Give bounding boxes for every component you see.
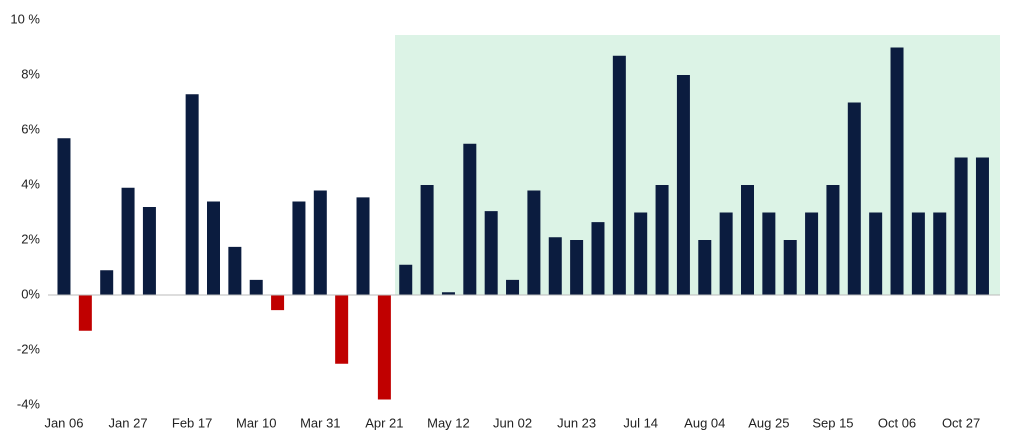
bar	[612, 55, 626, 295]
y-tick-label: -4%	[17, 396, 41, 411]
bar	[185, 94, 199, 295]
x-tick-label: Jun 02	[493, 415, 532, 430]
bar	[591, 222, 605, 295]
x-tick-label: Jun 23	[557, 415, 596, 430]
bar	[249, 279, 263, 295]
bar	[655, 185, 669, 295]
bar	[847, 102, 861, 295]
y-tick-label: 6%	[21, 121, 40, 136]
bar	[805, 212, 819, 295]
y-tick-label: 10 %	[10, 11, 40, 26]
bar	[741, 185, 754, 295]
x-tick-label: Oct 06	[878, 415, 916, 430]
y-tick-label: 8%	[21, 66, 40, 81]
bar	[570, 240, 584, 295]
bar	[441, 292, 455, 295]
bar	[762, 212, 776, 295]
bar	[463, 143, 477, 295]
x-tick-label: May 12	[427, 415, 470, 430]
bar	[142, 207, 156, 295]
x-tick-label: Jan 06	[44, 415, 83, 430]
x-tick-label: Feb 17	[172, 415, 212, 430]
bar	[676, 75, 690, 295]
bar	[207, 201, 220, 295]
bar	[954, 157, 968, 295]
bar	[869, 212, 883, 295]
x-tick-label: Mar 10	[236, 415, 276, 430]
bar	[100, 270, 114, 295]
bar	[698, 240, 712, 295]
bar	[228, 246, 242, 295]
bar	[420, 185, 434, 295]
bar	[975, 157, 989, 295]
x-tick-label: Aug 25	[748, 415, 789, 430]
bar	[292, 201, 306, 295]
y-tick-label: 2%	[21, 231, 40, 246]
bar	[527, 190, 541, 295]
bar	[783, 240, 797, 295]
bar	[933, 212, 947, 295]
bar	[890, 47, 904, 295]
x-tick-label: Jul 14	[623, 415, 658, 430]
bar	[911, 212, 925, 295]
bar	[399, 264, 413, 295]
y-tick-label: 4%	[21, 176, 40, 191]
bar	[57, 138, 71, 295]
x-tick-label: Jan 27	[109, 415, 148, 430]
bar	[548, 237, 562, 295]
bar	[356, 197, 370, 295]
bar	[78, 295, 92, 331]
bar	[377, 295, 391, 400]
y-tick-label: 0%	[21, 286, 40, 301]
bar	[335, 295, 349, 364]
bar	[506, 279, 520, 295]
bar	[826, 185, 840, 295]
y-tick-label: -2%	[17, 341, 41, 356]
x-tick-label: Apr 21	[365, 415, 403, 430]
bar	[271, 295, 285, 311]
x-tick-label: Sep 15	[812, 415, 853, 430]
bar	[313, 190, 327, 295]
x-tick-label: Mar 31	[300, 415, 340, 430]
x-tick-label: Oct 27	[942, 415, 980, 430]
bar	[634, 212, 648, 295]
bar	[484, 211, 498, 295]
bar	[121, 187, 135, 295]
x-tick-label: Aug 04	[684, 415, 725, 430]
bar	[719, 212, 733, 295]
